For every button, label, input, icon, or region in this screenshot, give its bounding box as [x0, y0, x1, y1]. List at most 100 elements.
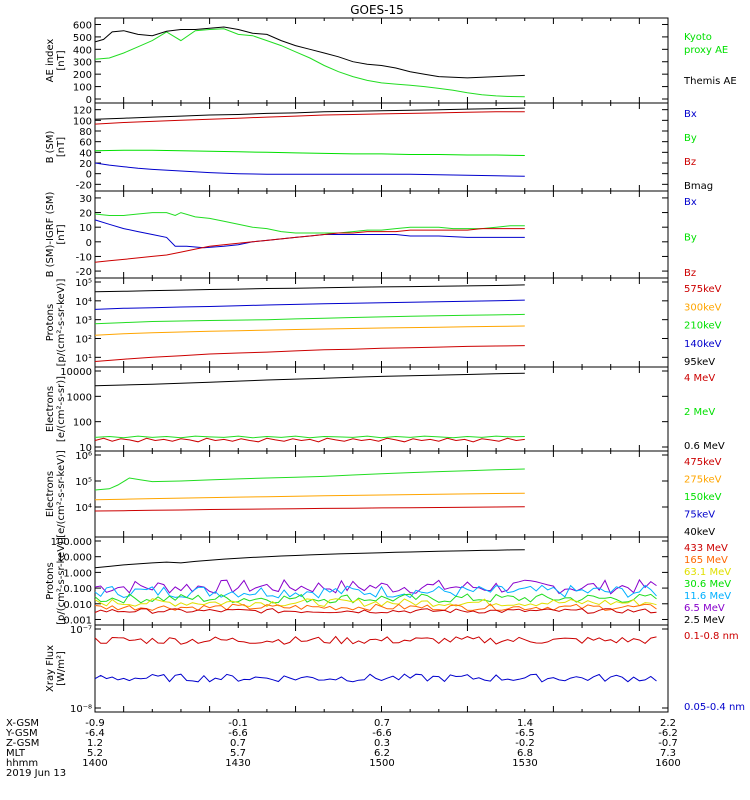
y-tick-label: -10 [76, 252, 92, 263]
legend-entry: 140keV [684, 339, 722, 350]
series-line [94, 506, 525, 512]
legend-entry: 475keV [684, 457, 722, 468]
legend-entry: By [684, 233, 697, 244]
y-tick-label: 10⁴ [75, 503, 92, 514]
x-tick-label: 6.2 [374, 748, 390, 759]
series-line [94, 492, 525, 501]
series-line [94, 603, 657, 611]
x-tick-label: 1.2 [87, 738, 103, 749]
series-line [94, 228, 525, 263]
y-tick-label: 10⁵ [75, 278, 92, 289]
x-row-label: MLT [6, 748, 26, 759]
legend-entry: 11.6 MeV [684, 591, 731, 602]
y-axis-label: Electrons [45, 386, 56, 432]
legend-entry: Bmag [684, 181, 713, 192]
y-tick-label: 30 [79, 194, 92, 205]
y-tick-label: 100.000 [51, 537, 92, 548]
series-line [94, 578, 657, 595]
y-tick-label: 20 [79, 209, 92, 220]
legend-entry: 210keV [684, 321, 722, 332]
legend-entry: 275keV [684, 475, 722, 486]
legend-entry: 2.5 MeV [684, 615, 725, 626]
y-tick-label: 100 [73, 418, 92, 429]
x-tick-label: 1600 [655, 758, 680, 769]
series-line [94, 299, 525, 310]
y-axis-label: [W/m²] [56, 651, 67, 686]
y-tick-label: 0 [86, 170, 92, 181]
legend-entry: Kyoto [684, 32, 712, 43]
x-tick-label: -0.1 [228, 718, 248, 729]
x-tick-label: 2.2 [660, 718, 676, 729]
x-row-label: Y-GSM [5, 728, 38, 739]
y-tick-label: 600 [73, 20, 92, 31]
legend-entry: Bx [684, 109, 697, 120]
y-tick-label: 100 [73, 83, 92, 94]
x-tick-label: 6.8 [517, 748, 533, 759]
x-tick-label: 1400 [82, 758, 107, 769]
y-tick-label: 40 [79, 148, 92, 159]
y-axis-label: [e/(cm²-s-sr)] [56, 376, 67, 442]
y-axis-label: [nT] [56, 137, 67, 157]
panel-frame [94, 17, 669, 104]
panel-bigrf: -20 -10 0 10 20 30 B (SM)-IGRF (SM) [nT] Bx By Bz [45, 190, 697, 279]
y-tick-label: 0.001 [63, 615, 92, 626]
y-tick-label: 10.000 [57, 553, 92, 564]
legend-entry: 63.1 MeV [684, 567, 731, 578]
legend-entry: 95keV [684, 357, 715, 368]
series-line [94, 284, 525, 293]
series-line [94, 635, 657, 645]
legend-entry: 300keV [684, 302, 722, 313]
chart-title: GOES-15 [350, 3, 404, 17]
legend-entry: 0.1-0.8 nm [684, 631, 739, 642]
x-tick-label: 5.2 [87, 748, 103, 759]
series-line [94, 468, 525, 491]
y-tick-label: 20 [79, 159, 92, 170]
x-tick-label: 0.7 [230, 738, 246, 749]
panel-frame [94, 624, 669, 713]
panel-frame [94, 536, 669, 626]
panel-electrons_kev: 10⁴ 10⁵ 10⁶ Electrons [e/(cm²-s-sr-keV)] 475k… [45, 450, 722, 538]
series-line [94, 325, 525, 336]
series-line [94, 593, 657, 604]
x-tick-label: 0.7 [374, 718, 390, 729]
panel-xray: 10⁻⁸ 10⁻⁷ Xray Flux [W/m²] 0.1-0.8 nm 0.05-0.… [45, 624, 745, 715]
x-row-label: hhmm [6, 758, 38, 769]
y-tick-label: 120 [73, 106, 92, 117]
date-label: 2019 Jun 13 [6, 768, 66, 779]
series-line [94, 437, 525, 443]
y-axis-label: [nT] [56, 50, 67, 70]
x-tick-label: -6.4 [85, 728, 105, 739]
y-tick-label: 100 [73, 116, 92, 127]
y-tick-label: 1.000 [63, 568, 92, 579]
y-tick-label: 10000 [60, 367, 92, 378]
panel-frame [94, 450, 669, 538]
y-tick-label: 0.010 [63, 600, 92, 611]
x-tick-label: -0.9 [85, 718, 105, 729]
y-tick-label: 0 [86, 238, 92, 249]
x-axis-table: X-GSM -0.9 -0.1 0.7 1.4 2.2 Y-GSM -6.4 -6.6 -6.6 -… [5, 718, 681, 779]
legend-entry: Bx [684, 197, 697, 208]
y-tick-label: 10⁶ [75, 451, 92, 462]
series-line [94, 313, 525, 325]
legend-entry: 150keV [684, 492, 722, 503]
series-line [94, 673, 657, 683]
series-line [94, 372, 525, 387]
legend-entry: 30.6 MeV [684, 579, 731, 590]
legend-entry: proxy AE [684, 45, 728, 56]
series-line [94, 608, 657, 614]
y-tick-label: 10⁻⁸ [70, 704, 92, 715]
y-axis-label: Electrons [45, 471, 56, 517]
legend-entry: Bz [684, 157, 696, 168]
legend-entry: By [684, 133, 697, 144]
y-axis-label: B (SM)-IGRF (SM) [45, 192, 56, 278]
series-line [94, 107, 525, 120]
y-axis-label: [p/(cm²-s-sr-keV)] [56, 537, 67, 625]
panel-protons_mev: 0.001 0.010 0.100 1.000 10.000 100.000 Protons… [45, 536, 731, 626]
legend-entry: 433 MeV [684, 543, 728, 554]
series-line [94, 549, 525, 569]
x-tick-label: -6.5 [515, 728, 535, 739]
y-tick-label: 1000 [67, 392, 92, 403]
legend-entry: 2 MeV [684, 407, 715, 418]
x-row-label: Z-GSM [6, 738, 39, 749]
